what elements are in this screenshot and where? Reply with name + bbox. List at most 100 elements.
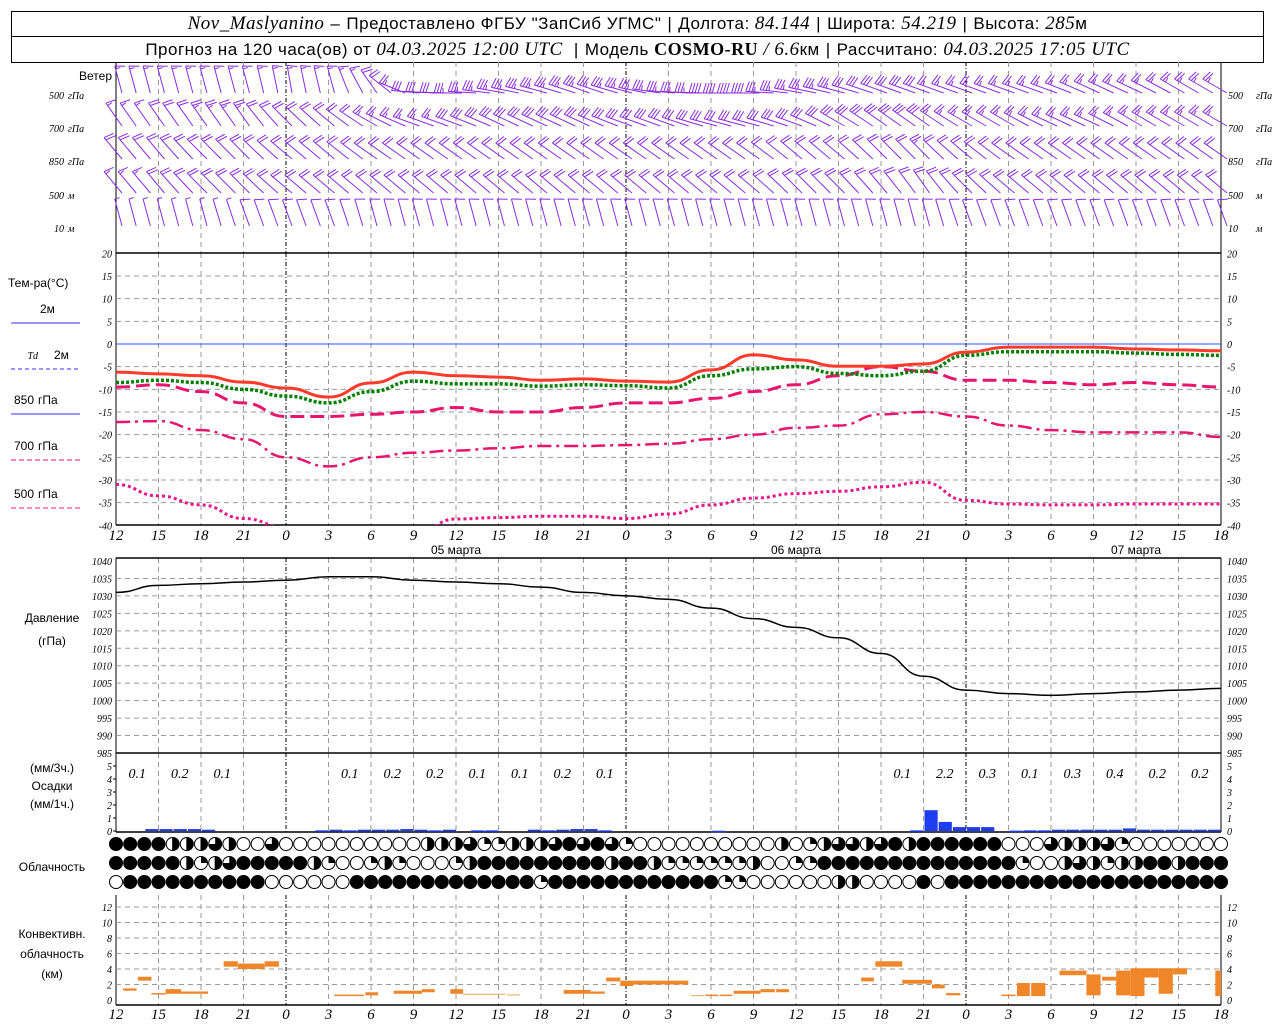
- cloud-circle: [279, 875, 293, 889]
- wind-barb: [765, 135, 789, 160]
- wind-barb-staff: [337, 66, 350, 94]
- wind-barb-feather: [1087, 73, 1096, 82]
- wind-barb-staff: [761, 116, 788, 127]
- cloud-fill: [534, 856, 548, 870]
- wind-barb-staff: [709, 198, 718, 227]
- precip-bar: [1052, 829, 1066, 832]
- wind-barb-staff: [215, 172, 236, 194]
- cloud-fill: [781, 837, 789, 851]
- cloud-cover-symbol: [279, 875, 293, 889]
- legend-label-t850: 850: [14, 393, 34, 407]
- wind-barb-feather: [539, 77, 547, 87]
- wind-barb: [1120, 168, 1143, 194]
- wind-barb: [253, 198, 265, 227]
- wind-barb-half-feather: [1136, 78, 1140, 84]
- cloud-fill: [739, 875, 746, 882]
- wind-barb-staff: [448, 90, 477, 94]
- wind-barb-staff: [863, 109, 888, 127]
- wind-barb-feather: [693, 136, 703, 144]
- wind-barb-staff: [767, 173, 789, 194]
- wind-level-value-right: 700: [1228, 124, 1243, 135]
- cloud-fill: [838, 875, 845, 889]
- cloud-cover-symbol: [208, 837, 223, 851]
- pressure-tick-left: 1010: [92, 662, 112, 673]
- cloud-fill: [123, 837, 137, 851]
- temp-tick-left: -25: [99, 453, 112, 464]
- cloud-fill: [1186, 875, 1200, 889]
- cloud-cover-symbol: [151, 856, 166, 870]
- wind-barb: [438, 136, 463, 160]
- cloud-fill: [215, 856, 222, 870]
- wind-barb-staff: [468, 198, 477, 227]
- wind-barb-staff: [245, 103, 265, 127]
- wind-barb: [1131, 198, 1143, 227]
- wind-barb: [128, 65, 140, 94]
- wind-barb-feather: [845, 75, 853, 85]
- wind-barb: [693, 136, 718, 160]
- cloud-circle: [746, 875, 761, 889]
- wind-barb-feather: [837, 77, 844, 87]
- wind-barb-staff: [185, 65, 194, 94]
- wind-barb-feather: [710, 137, 720, 146]
- wind-barb-staff: [186, 172, 208, 194]
- wind-barb-feather: [669, 170, 679, 178]
- wind-barb-feather: [505, 77, 512, 87]
- wind-barb-staff: [284, 140, 307, 160]
- wind-barb-feather: [447, 81, 453, 92]
- wind-barb-feather: [1176, 105, 1185, 114]
- wind-barb-staff: [853, 171, 874, 194]
- wind-barb-staff: [299, 107, 321, 127]
- wind-barb-feather: [284, 168, 294, 176]
- wind-barb: [610, 198, 622, 227]
- wind-barb-feather: [408, 81, 413, 92]
- cloud-cover-symbol: [916, 856, 931, 870]
- wind-barb-feather: [1076, 107, 1085, 116]
- wind-barb-staff: [270, 140, 293, 160]
- cloud-fill: [739, 856, 746, 863]
- wind-barb-staff: [326, 174, 349, 194]
- cloud-cover-symbol: [1171, 837, 1186, 851]
- wind-barb-half-feather: [357, 110, 361, 116]
- wind-barb: [961, 198, 973, 227]
- convective-cloud-bar: [776, 989, 789, 993]
- convective-cloud-bar: [1059, 970, 1087, 976]
- wind-barb-feather: [839, 167, 850, 174]
- wind-barb-half-feather: [1064, 79, 1068, 85]
- wind-barb: [902, 74, 930, 94]
- wind-barb-feather: [911, 135, 922, 142]
- wind-barb: [173, 167, 194, 194]
- wind-barb-staff: [411, 174, 434, 194]
- wind-barb: [218, 99, 236, 127]
- wind-barb-feather: [590, 75, 598, 86]
- cloud-fill: [166, 875, 180, 889]
- wind-barb-staff: [638, 174, 661, 194]
- time-label: 12: [109, 528, 125, 544]
- wind-barb: [893, 198, 905, 227]
- wind-barb: [204, 99, 222, 127]
- wind-barb: [478, 106, 505, 127]
- wind-barb-feather: [681, 168, 691, 176]
- convective-tick-right: 4: [1227, 965, 1232, 976]
- legend-label-t700: 700: [14, 439, 34, 453]
- wind-barb-feather: [966, 137, 976, 144]
- wind-barb: [1145, 104, 1171, 127]
- wind-barb: [142, 65, 154, 94]
- cloud-cover-symbol: [1086, 856, 1101, 870]
- wind-barb-feather: [355, 105, 364, 114]
- cloud-fill: [874, 837, 888, 851]
- wind-barb: [452, 136, 477, 160]
- wind-barb-feather: [959, 74, 967, 84]
- cloud-cover-symbol: [1143, 875, 1158, 889]
- wind-barb-feather: [220, 101, 232, 106]
- time-label: 18: [194, 528, 210, 544]
- cloud-cover-symbol: [689, 837, 704, 851]
- wind-barb-staff: [128, 65, 137, 94]
- time-label: 3: [664, 528, 673, 544]
- wind-barb-feather: [343, 170, 353, 178]
- wind-barb-staff: [310, 199, 321, 227]
- wind-barb: [349, 65, 364, 94]
- convective-tick-right: 10: [1227, 919, 1237, 930]
- convective-cloud-bar: [590, 991, 605, 994]
- wind-barb: [355, 168, 378, 194]
- precip-3h-sum: 0.1: [1021, 767, 1039, 782]
